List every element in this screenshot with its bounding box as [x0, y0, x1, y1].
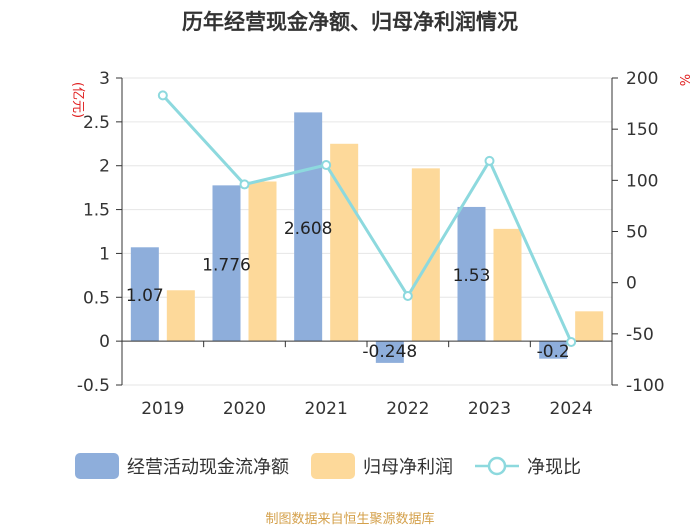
ratio-point: [239, 179, 250, 190]
category-label: 2022: [386, 399, 429, 419]
bar-netprofit: [411, 168, 440, 342]
cashflow-swatch-icon: [75, 453, 119, 479]
source-note: 制图数据来自恒生聚源数据库: [265, 512, 435, 527]
data-label: 1.776: [202, 255, 251, 275]
left-axis-unit: (亿元): [70, 82, 85, 118]
data-label: -0.248: [362, 342, 417, 362]
legend-label-netprofit: 归母净利润: [363, 457, 453, 478]
right-axis-unit: %: [676, 74, 691, 86]
right-tick-label: -50: [626, 325, 654, 345]
ratio-point: [321, 159, 332, 170]
category-label: 2021: [305, 399, 348, 419]
ratio-point: [402, 290, 413, 301]
ratio-point: [484, 155, 495, 166]
bar-netprofit: [248, 181, 277, 342]
left-tick-label: 1.5: [83, 201, 110, 221]
right-tick-label: 0: [626, 274, 637, 294]
right-tick-label: 100: [626, 171, 658, 191]
bar-cashflow: [212, 185, 241, 342]
data-label: 2.608: [284, 219, 333, 239]
ratio-line: [161, 94, 573, 343]
chart-title: 历年经营现金净额、归母净利润情况: [182, 10, 518, 34]
netprofit-swatch-icon: [311, 453, 355, 479]
data-label: 1.53: [453, 266, 491, 286]
legend: 经营活动现金流净额 归母净利润 净现比: [75, 453, 603, 479]
category-label: 2020: [223, 399, 266, 419]
category-label: 2019: [141, 399, 184, 419]
category-label: 2024: [550, 399, 593, 419]
data-label: -0.2: [537, 342, 570, 362]
left-tick-label: -0.5: [77, 376, 110, 396]
category-label: 2023: [468, 399, 511, 419]
left-tick-label: 2: [99, 157, 110, 177]
right-tick-label: -100: [626, 376, 665, 396]
bar-netprofit: [493, 228, 522, 342]
bar-netprofit: [166, 290, 195, 342]
right-tick-label: 50: [626, 223, 648, 243]
left-tick-label: 2.5: [83, 113, 110, 133]
bar-netprofit: [330, 143, 359, 342]
legend-label-cashflow: 经营活动现金流净额: [127, 457, 289, 478]
ratio-line-marker-icon: [475, 456, 519, 476]
ratio-point: [566, 337, 577, 348]
legend-item-cashflow[interactable]: 经营活动现金流净额: [75, 453, 289, 479]
bar-cashflow: [457, 206, 486, 342]
bar-cashflow: [294, 112, 323, 342]
left-tick-label: 0.5: [83, 288, 110, 308]
legend-label-ratio: 净现比: [527, 457, 581, 478]
left-tick-label: 3: [99, 69, 110, 89]
bar-cashflow: [375, 341, 404, 363]
left-tick-label: 1: [99, 244, 110, 264]
legend-item-ratio[interactable]: 净现比: [475, 453, 581, 479]
right-tick-label: 200: [626, 69, 658, 89]
legend-item-netprofit[interactable]: 归母净利润: [311, 453, 453, 479]
bar-netprofit: [575, 311, 604, 342]
data-label: 1.07: [126, 286, 164, 306]
ratio-point: [157, 90, 168, 101]
right-tick-label: 150: [626, 120, 658, 140]
bar-cashflow: [130, 247, 159, 342]
bar-cashflow: [539, 341, 568, 359]
left-tick-label: 0: [99, 332, 110, 352]
